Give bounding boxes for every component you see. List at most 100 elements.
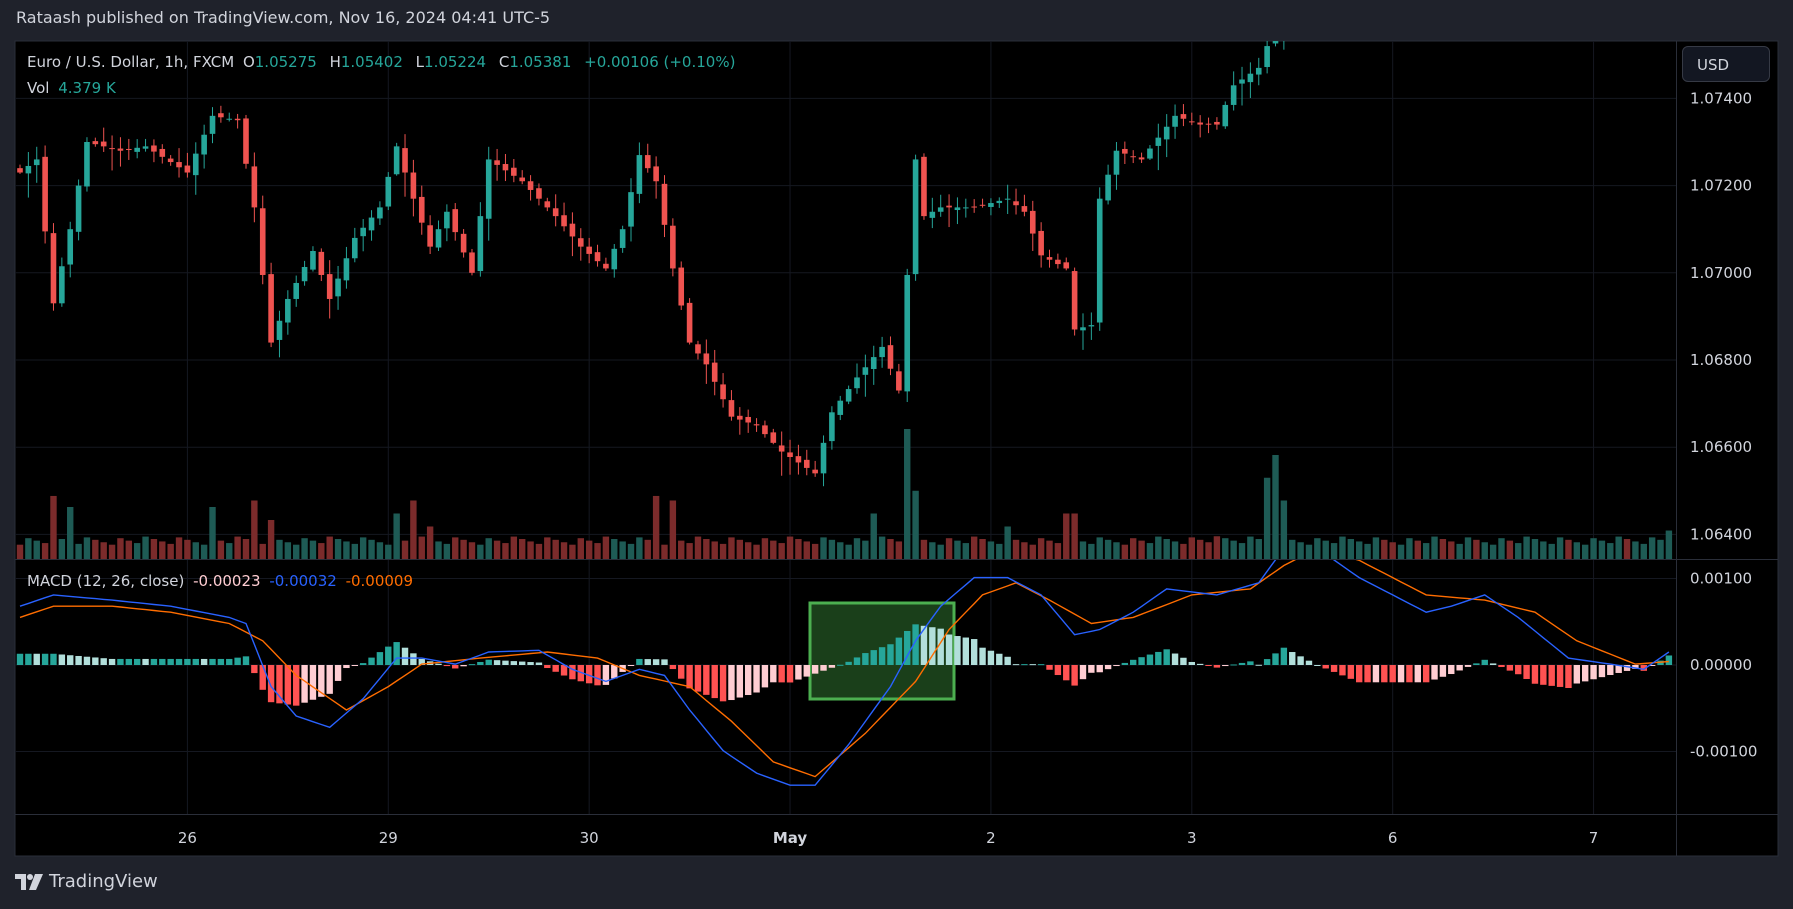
tradingview-logo[interactable]: TradingView: [15, 871, 158, 892]
volume-bar: [493, 540, 501, 559]
volume-bar: [795, 539, 802, 559]
macd-histogram-bar: [753, 665, 760, 693]
volume-bar: [611, 539, 618, 559]
candle-body: [134, 147, 140, 152]
macd-histogram-bar: [669, 665, 677, 670]
candle-body: [226, 118, 233, 120]
candle-body: [636, 155, 643, 194]
macd-histogram-bar: [1590, 665, 1597, 680]
candle-body: [803, 459, 810, 468]
macd-histogram-bar: [678, 665, 685, 679]
candle-body: [167, 158, 174, 163]
volume-bar: [1263, 477, 1271, 559]
macd-histogram-bar: [1431, 665, 1438, 680]
candle-body: [1315, 0, 1321, 7]
price-tick-label: 1.07000: [1690, 264, 1752, 282]
macd-histogram-bar: [736, 665, 744, 698]
volume-bar: [1230, 540, 1237, 559]
macd-histogram-bar: [452, 665, 459, 669]
macd-histogram-bar: [1615, 665, 1622, 673]
volume-bar: [1556, 537, 1564, 559]
macd-histogram-bar: [209, 658, 216, 665]
candle-body: [1130, 156, 1137, 158]
macd-histogram-bar: [560, 665, 568, 676]
macd-histogram-bar: [133, 658, 141, 665]
candle-body: [912, 159, 919, 275]
macd-histogram-bar: [920, 625, 928, 665]
macd-histogram-bar: [970, 639, 978, 665]
volume-bar: [67, 507, 74, 559]
macd-histogram-bar: [552, 665, 559, 672]
volume-bar: [92, 539, 99, 559]
candle-body: [879, 346, 885, 358]
candle-body: [243, 118, 249, 164]
macd-histogram-bar: [569, 665, 576, 680]
volume-bar: [108, 544, 116, 559]
macd-histogram-bar: [1263, 659, 1271, 665]
candle-body: [1298, 13, 1304, 18]
candle-body: [1029, 210, 1036, 234]
macd-histogram-bar: [1188, 661, 1195, 665]
macd-pane: [16, 560, 1673, 786]
candle-body: [360, 227, 366, 237]
volume-bar: [669, 500, 677, 559]
macd-histogram-bar: [510, 661, 518, 665]
macd-histogram-bar: [778, 665, 785, 683]
volume-bar: [1255, 539, 1262, 559]
volume-bar: [585, 540, 593, 559]
candle-body: [678, 267, 685, 306]
candle-body: [285, 298, 291, 323]
currency-button[interactable]: USD: [1682, 46, 1770, 82]
volume-bar: [401, 540, 409, 559]
volume-bar: [887, 539, 894, 559]
candle-body: [377, 207, 383, 219]
volume-bar: [184, 539, 191, 559]
macd-histogram-bar: [443, 665, 451, 667]
macd-histogram-bar: [1515, 665, 1522, 675]
symbol-name[interactable]: Euro / U.S. Dollar, 1h, FXCM: [27, 53, 235, 71]
candle-body: [50, 233, 57, 304]
candle-body: [963, 207, 969, 209]
volume-bar: [1665, 530, 1673, 559]
volume-bar: [1397, 544, 1405, 559]
volume-bar: [527, 541, 534, 559]
macd-histogram-bar: [125, 658, 133, 665]
candle-body: [845, 389, 852, 402]
macd-histogram-bar: [1598, 665, 1606, 678]
macd-label[interactable]: MACD (12, 26, close): [27, 572, 185, 590]
candle-body: [1197, 122, 1203, 125]
candle-body: [946, 205, 952, 208]
macd-histogram-bar: [293, 665, 300, 706]
macd-histogram-bar: [887, 644, 894, 665]
volume-value: 4.379 K: [58, 79, 116, 97]
volume-bar: [1163, 539, 1170, 559]
candle-body: [1122, 148, 1128, 154]
volume-bar: [761, 538, 769, 559]
volume-bar: [962, 543, 970, 559]
volume-bar: [1540, 541, 1547, 559]
candle-body: [84, 142, 90, 187]
macd-histogram-bar: [200, 658, 208, 665]
macd-histogram-bar: [1464, 665, 1472, 667]
macd-histogram-bar: [1037, 664, 1045, 666]
macd-histogram-bar: [150, 658, 158, 665]
volume-label[interactable]: Vol: [27, 79, 50, 97]
price-tick-label: 1.06800: [1690, 351, 1752, 369]
volume-bar: [1531, 539, 1539, 559]
macd-histogram-bar: [117, 658, 124, 665]
volume-bar: [1623, 539, 1631, 559]
macd-histogram-bar: [1556, 665, 1564, 687]
candle-body: [569, 223, 576, 237]
macd-histogram-bar: [1205, 665, 1212, 666]
candle-body: [1138, 157, 1145, 160]
candle-body: [75, 185, 82, 232]
volume-bar: [1406, 538, 1413, 559]
macd-histogram-bar: [594, 665, 601, 686]
candle-body: [1055, 259, 1061, 265]
volume-bar: [510, 536, 518, 559]
volume-bar: [1046, 540, 1053, 559]
macd-histogram-bar: [1222, 665, 1229, 667]
axes[interactable]: 1.07400 1.07200 1.07000 1.06800 1.06600 1.064…: [178, 89, 1758, 847]
macd-histogram-bar: [1121, 662, 1129, 665]
